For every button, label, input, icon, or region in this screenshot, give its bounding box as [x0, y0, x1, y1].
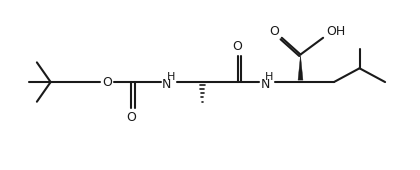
Text: N: N: [162, 79, 171, 91]
Text: H: H: [166, 72, 175, 82]
Text: OH: OH: [326, 25, 346, 38]
Polygon shape: [298, 55, 303, 80]
Text: O: O: [233, 40, 242, 53]
Text: O: O: [269, 25, 279, 38]
Text: H: H: [265, 72, 273, 82]
Text: O: O: [126, 111, 136, 124]
Text: N: N: [260, 79, 270, 91]
Text: O: O: [102, 75, 112, 89]
